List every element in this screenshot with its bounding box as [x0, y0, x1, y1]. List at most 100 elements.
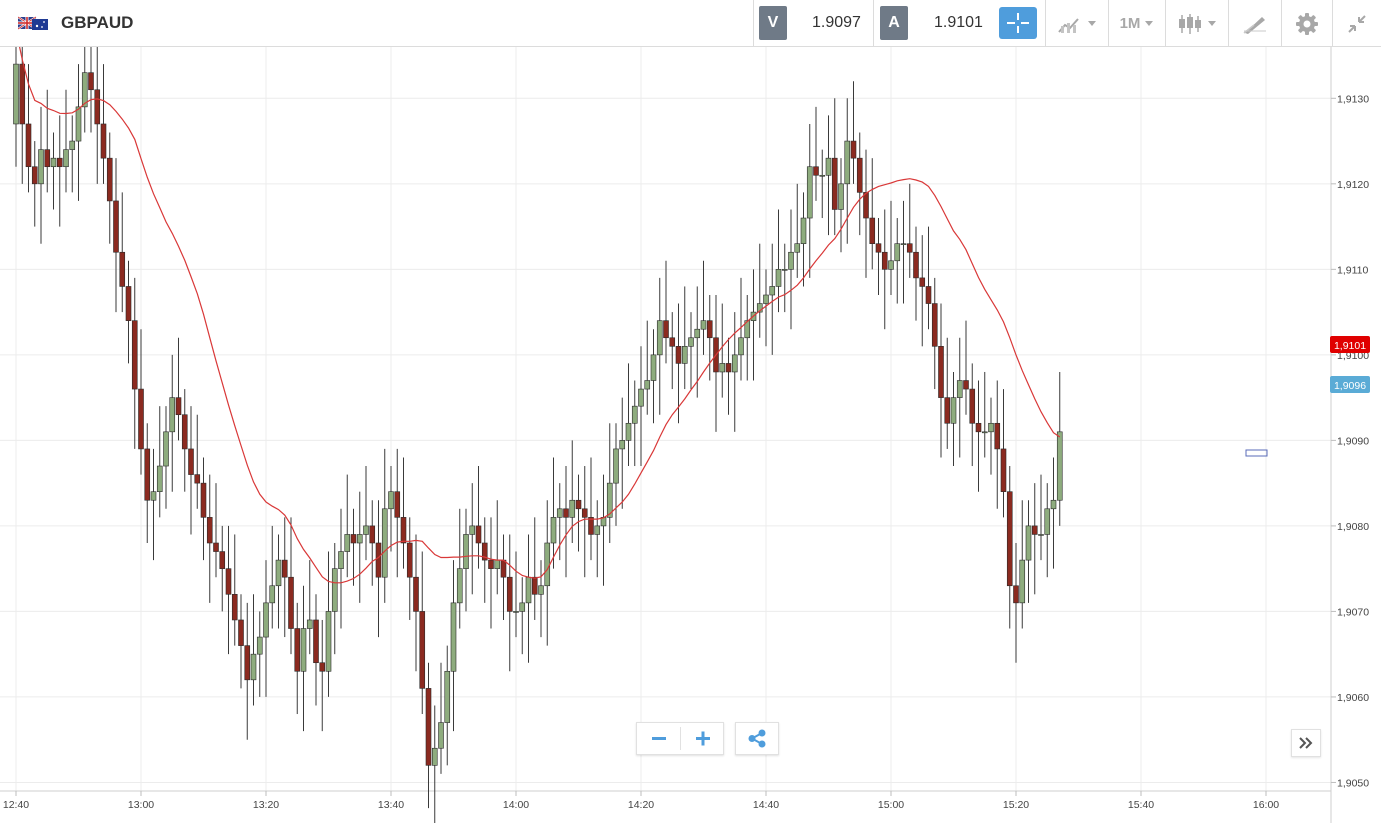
candle-body	[838, 183, 844, 210]
ask-price-box[interactable]: A 1.9101	[873, 0, 993, 47]
candle-body	[56, 157, 63, 168]
bid-label: V	[759, 6, 787, 40]
minus-icon	[651, 737, 666, 740]
candle-body	[969, 388, 976, 424]
candle-body	[200, 482, 207, 518]
candle-body	[338, 551, 344, 569]
candle-body	[419, 611, 426, 689]
candle-body	[300, 628, 307, 672]
candle-body	[769, 286, 776, 296]
candle-body	[394, 491, 401, 518]
indicators-menu-button[interactable]	[1045, 0, 1107, 47]
candle-body	[581, 508, 588, 518]
timeframe-menu-button[interactable]: 1M	[1108, 0, 1164, 47]
scroll-to-latest-button[interactable]	[1291, 729, 1321, 757]
candle-body	[481, 542, 488, 561]
candle-body	[1013, 585, 1019, 604]
candle-body	[806, 166, 813, 219]
bid-price-box[interactable]: V 1.9097	[753, 0, 871, 47]
candle-body	[288, 576, 294, 629]
candle-body	[506, 576, 513, 612]
candle-body	[513, 611, 519, 613]
candle-body	[106, 157, 113, 202]
crosshair-button[interactable]	[999, 7, 1037, 39]
candle-body	[206, 517, 213, 544]
candle-body	[488, 559, 494, 569]
candle-body	[131, 320, 138, 390]
candle-body	[281, 559, 288, 578]
collapse-chart-button[interactable]	[1332, 0, 1381, 47]
candle-body	[625, 422, 632, 441]
y-tick-label: 1,9120	[1337, 179, 1369, 191]
candle-body	[813, 166, 819, 176]
bid-marker-label: 1,9096	[1334, 380, 1366, 392]
zoom-out-button[interactable]	[637, 723, 680, 754]
candle-body	[425, 688, 432, 766]
share-button[interactable]	[735, 722, 779, 755]
price-chart[interactable]: 1,90501,90601,90701,90801,90901,91001,91…	[0, 47, 1381, 823]
candle-body	[1019, 559, 1026, 604]
candle-body	[69, 140, 76, 150]
candle-body	[319, 662, 326, 672]
candle-body	[1006, 491, 1013, 587]
zoom-divider	[680, 727, 681, 750]
candlestick-series	[13, 47, 1063, 823]
candle-body	[663, 320, 669, 339]
x-tick-label: 14:20	[628, 799, 654, 811]
candle-body	[156, 465, 163, 492]
candle-body	[119, 251, 126, 287]
candle-body	[194, 474, 201, 484]
candle-body	[256, 636, 263, 655]
y-tick-label: 1,9070	[1337, 606, 1369, 618]
candle-body	[619, 440, 626, 450]
ask-marker-label: 1,9101	[1334, 340, 1366, 352]
share-icon	[748, 729, 766, 748]
drawing-tools-button[interactable]	[1228, 0, 1280, 47]
candle-body	[1044, 508, 1051, 535]
candle-body	[375, 542, 382, 578]
candle-body	[263, 602, 269, 638]
candle-body	[606, 482, 613, 518]
candle-body	[188, 448, 194, 475]
candle-body	[344, 534, 351, 552]
candle-body	[613, 448, 619, 484]
settings-button[interactable]	[1281, 0, 1331, 47]
candle-body	[306, 619, 313, 629]
candle-body	[844, 140, 851, 185]
candle-body	[438, 722, 444, 749]
chart-type-menu-button[interactable]	[1165, 0, 1227, 47]
candle-body	[100, 123, 107, 159]
candle-body	[181, 414, 188, 450]
bid-price-marker: 1,9096	[1330, 376, 1370, 393]
candle-body	[594, 525, 601, 535]
candle-body	[519, 602, 526, 612]
candle-body	[675, 346, 682, 364]
candle-body	[1050, 499, 1057, 510]
candle-body	[406, 542, 413, 578]
candle-body	[31, 166, 38, 185]
candle-body	[356, 534, 363, 544]
candle-body	[125, 286, 132, 321]
candle-body	[44, 149, 51, 168]
candle-body	[781, 269, 788, 271]
candle-body	[706, 320, 713, 339]
candle-body	[719, 363, 726, 373]
candle-body	[881, 251, 888, 270]
candle-body	[975, 422, 982, 433]
candle-body	[88, 72, 94, 91]
candle-body	[250, 653, 257, 681]
candle-body	[175, 397, 182, 416]
candle-body	[694, 328, 701, 339]
candle-body	[894, 243, 901, 262]
candle-body	[388, 491, 394, 510]
candle-body	[1031, 525, 1038, 535]
candle-body	[794, 243, 801, 253]
candle-body	[369, 525, 376, 544]
order-marker[interactable]	[1245, 449, 1268, 457]
zoom-controls	[636, 722, 724, 755]
candle-body	[469, 525, 476, 535]
candle-body	[244, 645, 251, 681]
x-tick-label: 14:40	[753, 799, 779, 811]
candle-body	[994, 422, 1001, 450]
zoom-in-button[interactable]	[681, 723, 724, 754]
